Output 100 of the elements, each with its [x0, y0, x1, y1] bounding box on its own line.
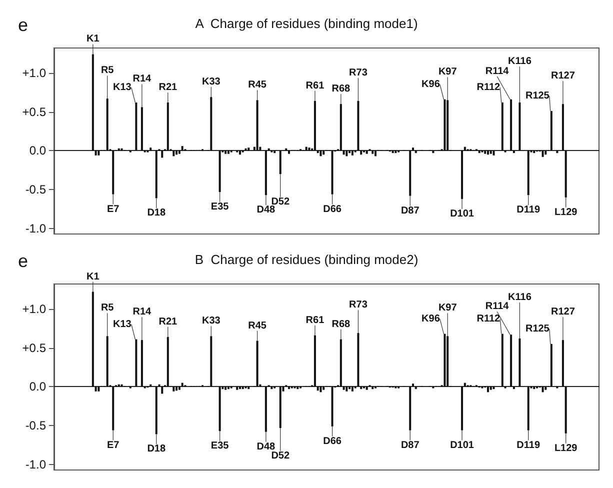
data-label: D18 [147, 444, 166, 455]
bar [518, 338, 521, 387]
y-tick-label: 0.0 [29, 380, 46, 394]
bar [224, 150, 227, 154]
bar [542, 386, 544, 392]
y-tick-label: -1.0 [25, 458, 46, 472]
bar [360, 386, 362, 390]
bar [342, 386, 345, 390]
bar [346, 150, 348, 156]
data-label: D101 [450, 440, 474, 451]
bar [348, 386, 351, 390]
bar [564, 150, 567, 198]
text: e [18, 251, 28, 271]
data-label: D52 [271, 450, 290, 462]
bar [533, 150, 536, 154]
bar [135, 102, 138, 151]
y-tick-label: -0.5 [25, 418, 46, 433]
bar [492, 386, 495, 390]
bar [562, 340, 564, 387]
bar [112, 150, 114, 194]
bar [92, 292, 94, 387]
bar [224, 386, 227, 390]
bar [550, 111, 552, 151]
data-label: K13 [113, 82, 132, 93]
y-tick-label: +0.5 [22, 340, 46, 355]
bar [296, 386, 299, 390]
bar [98, 386, 100, 392]
data-label: K1 [86, 34, 100, 45]
bar [274, 150, 276, 154]
bar [351, 386, 354, 392]
data-label: R125 [525, 90, 550, 102]
bar [218, 386, 221, 432]
bar [316, 386, 319, 391]
data-label: R61 [306, 314, 325, 326]
bar [331, 150, 334, 194]
bar [544, 150, 547, 155]
bar [210, 97, 212, 151]
bar [446, 336, 449, 387]
bar [490, 150, 492, 154]
y-tick-label: -0.5 [25, 182, 46, 197]
bar [320, 150, 322, 156]
data-label: R45 [248, 80, 267, 91]
bar [562, 104, 564, 151]
data-label: K1 [86, 271, 100, 282]
bar [279, 150, 282, 174]
bar [106, 98, 108, 151]
bar [564, 386, 567, 434]
bar [394, 150, 397, 154]
data-label: R73 [349, 300, 368, 311]
bar [374, 150, 377, 156]
bar [181, 146, 184, 151]
bar [542, 150, 544, 157]
data-label: K116 [508, 56, 532, 67]
bar [544, 386, 547, 390]
bar [461, 386, 464, 430]
data-label: R125 [525, 323, 550, 334]
bar [533, 386, 536, 390]
y-tick-label: +0.5 [22, 104, 46, 119]
bar [492, 150, 495, 156]
bar [106, 336, 108, 387]
y-tick-label: +1.0 [22, 66, 46, 80]
bar [94, 386, 97, 392]
bar [227, 386, 230, 390]
bar [98, 150, 100, 156]
bar [270, 386, 273, 390]
bar [414, 150, 417, 154]
bar [218, 150, 221, 192]
data-label: R114 [485, 66, 510, 77]
bar [256, 100, 258, 151]
data-label: R5 [100, 65, 114, 76]
data-label: L129 [554, 206, 578, 218]
bar [372, 150, 374, 154]
bar [527, 386, 530, 430]
bar [94, 150, 97, 156]
data-label: R21 [158, 316, 178, 328]
y-tick-label: -1.0 [25, 222, 46, 236]
bar [444, 99, 446, 151]
bar [172, 150, 175, 156]
bar [161, 150, 164, 158]
bar [512, 386, 515, 390]
data-label: E7 [106, 440, 120, 451]
data-label: R112 [476, 313, 501, 324]
bar [236, 386, 238, 390]
bar [342, 150, 345, 155]
bar [279, 386, 282, 428]
bar [464, 382, 466, 387]
y-tick-label: +1.0 [22, 302, 46, 316]
bar [432, 150, 434, 154]
bar [320, 386, 322, 392]
bar [166, 102, 169, 151]
y-tick-label: 0.0 [29, 144, 46, 158]
bar [305, 146, 308, 151]
bar [331, 386, 334, 426]
bar [238, 150, 241, 155]
bar [501, 334, 504, 387]
bar [490, 386, 492, 390]
data-label: R114 [485, 301, 510, 312]
bar [446, 100, 449, 151]
bar [478, 150, 480, 154]
chart-title: B Charge of residues (binding mode2) [194, 252, 418, 267]
